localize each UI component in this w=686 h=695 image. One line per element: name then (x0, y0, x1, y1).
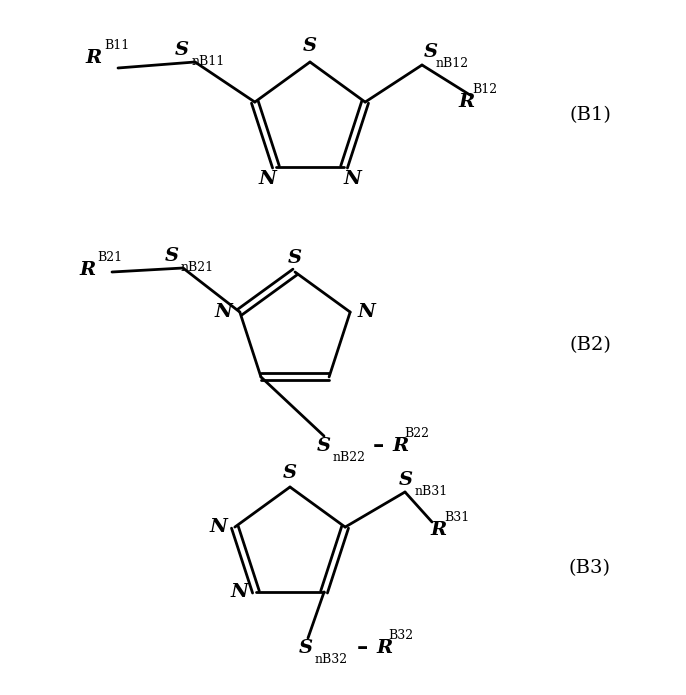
Text: B22: B22 (404, 427, 429, 440)
Text: R: R (430, 521, 447, 539)
Text: R: R (86, 49, 102, 67)
Text: R: R (80, 261, 96, 279)
Text: B12: B12 (472, 83, 497, 96)
Text: nB12: nB12 (436, 57, 469, 70)
Text: B31: B31 (444, 511, 469, 524)
Text: S: S (317, 437, 331, 455)
Text: N: N (231, 583, 249, 601)
Text: S: S (175, 41, 189, 59)
Text: B21: B21 (97, 251, 122, 264)
Text: S: S (303, 37, 317, 55)
Text: N: N (259, 170, 277, 188)
Text: (B3): (B3) (569, 559, 611, 577)
Text: S: S (288, 249, 302, 267)
Text: S: S (424, 43, 438, 61)
Text: nB11: nB11 (192, 55, 225, 68)
Text: nB22: nB22 (333, 451, 366, 464)
Text: (B1): (B1) (569, 106, 611, 124)
Text: N: N (343, 170, 361, 188)
Text: R: R (376, 639, 392, 657)
Text: R: R (458, 93, 474, 111)
Text: –: – (372, 435, 383, 457)
Text: B32: B32 (388, 629, 413, 642)
Text: N: N (210, 518, 228, 536)
Text: N: N (215, 303, 233, 321)
Text: S: S (299, 639, 313, 657)
Text: N: N (357, 303, 375, 321)
Text: S: S (165, 247, 179, 265)
Text: R: R (392, 437, 408, 455)
Text: –: – (356, 637, 368, 659)
Text: nB32: nB32 (315, 653, 348, 666)
Text: B11: B11 (104, 39, 129, 52)
Text: S: S (399, 471, 413, 489)
Text: (B2): (B2) (569, 336, 611, 354)
Text: nB21: nB21 (181, 261, 214, 274)
Text: S: S (283, 464, 297, 482)
Text: nB31: nB31 (415, 485, 448, 498)
